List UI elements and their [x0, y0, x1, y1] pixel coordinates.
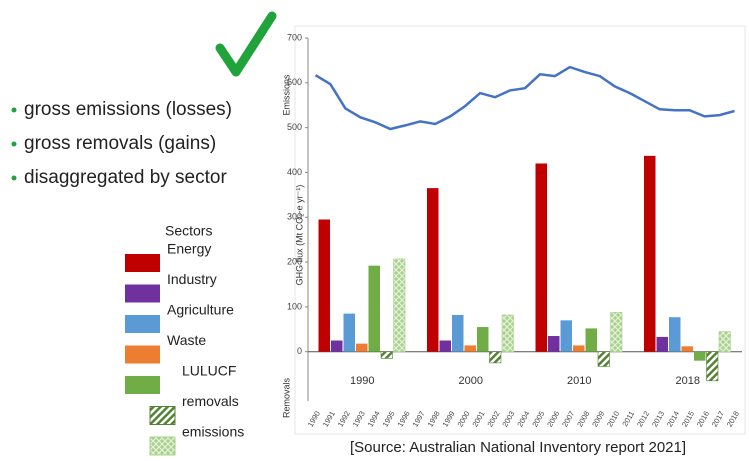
- legend-swatch: [125, 345, 160, 364]
- legend-label: Industry: [167, 271, 217, 287]
- category-label: 2010: [567, 375, 591, 387]
- legend-swatch: [125, 315, 160, 333]
- legend-label: Energy: [167, 241, 211, 257]
- bar: [560, 320, 572, 352]
- x-tick-label: 2017: [710, 409, 726, 428]
- y-tick-label: 200: [287, 256, 302, 266]
- x-tick-label: 2012: [635, 409, 651, 428]
- category-label: 2018: [676, 375, 700, 387]
- bar: [452, 314, 464, 352]
- bar: [356, 343, 368, 352]
- bar: [501, 314, 514, 353]
- bullet-text: gross emissions (losses): [24, 99, 232, 120]
- bar: [644, 155, 656, 352]
- bar: [573, 345, 585, 352]
- bar: [439, 340, 451, 352]
- check-mark: [215, 11, 277, 77]
- x-tick-label: 2013: [650, 409, 666, 428]
- upper-label: Emissions: [281, 74, 291, 116]
- bar: [548, 336, 560, 352]
- legend-label: LULUCF: [182, 363, 236, 379]
- bullet-text: gross removals (gains): [24, 133, 216, 154]
- legend-swatch: [125, 376, 160, 394]
- bar: [318, 219, 330, 352]
- x-tick-label: 1997: [411, 409, 427, 428]
- x-tick-label: 2011: [620, 409, 636, 427]
- bar: [368, 265, 380, 352]
- legend-title: Sectors: [165, 223, 212, 239]
- x-tick-label: 2004: [515, 409, 531, 428]
- legend-label: emissions: [182, 424, 244, 440]
- legend-swatch: [149, 436, 176, 456]
- bar: [331, 340, 343, 352]
- bar: [343, 313, 355, 352]
- x-tick-label: 1992: [336, 409, 352, 428]
- x-tick-label: 1999: [440, 409, 456, 428]
- x-tick-label: 2005: [530, 409, 546, 428]
- x-tick-label: 2002: [485, 409, 501, 428]
- y-tick-label: 600: [287, 77, 302, 87]
- bullet-text: disaggregated by sector: [24, 167, 227, 188]
- y-tick-label: 100: [287, 301, 302, 311]
- emissions-line: [314, 65, 735, 131]
- legend-label: Agriculture: [167, 302, 234, 318]
- x-tick-label: 1996: [396, 409, 412, 428]
- y-tick-label: 0: [297, 346, 302, 356]
- category-label: 1990: [350, 375, 374, 387]
- y-tick-label: 500: [287, 122, 302, 132]
- y-tick-label: 700: [287, 32, 302, 42]
- y-axis-label: GHG flux (Mt CO₂-e yr⁻¹): [294, 185, 304, 286]
- legend-swatch: [149, 406, 176, 425]
- bar: [489, 351, 502, 364]
- bar: [535, 163, 547, 352]
- x-tick-label: 1990: [306, 409, 322, 428]
- bar: [610, 311, 623, 353]
- x-tick-label: 1991: [321, 409, 337, 428]
- bar: [706, 351, 719, 382]
- bar: [656, 336, 668, 352]
- x-tick-label: 2016: [695, 409, 711, 428]
- bullet-dot: [11, 141, 17, 147]
- bullet-dot: [11, 175, 17, 181]
- x-tick-label: 2010: [605, 409, 621, 428]
- x-tick-label: 2006: [545, 409, 561, 428]
- x-tick-label: 2018: [725, 409, 741, 428]
- bar: [427, 188, 439, 352]
- legend-label: removals: [182, 393, 239, 409]
- bar: [393, 258, 406, 353]
- bar: [380, 351, 393, 359]
- x-tick-label: 2007: [560, 409, 576, 428]
- x-tick-label: 2015: [680, 409, 696, 428]
- bar: [681, 346, 693, 352]
- y-tick-label: 400: [287, 167, 302, 177]
- bar: [585, 328, 597, 352]
- x-tick-label: 1993: [351, 409, 367, 428]
- x-tick-label: 2009: [590, 409, 606, 428]
- x-tick-label: 1998: [426, 409, 442, 428]
- x-tick-label: 2014: [665, 409, 681, 428]
- bullet-dot: [11, 107, 17, 113]
- x-tick-label: 2001: [470, 409, 486, 428]
- legend-label: Waste: [167, 332, 206, 348]
- bar: [694, 351, 706, 361]
- category-label: 2000: [459, 375, 483, 387]
- bar: [477, 327, 489, 352]
- bar: [597, 351, 610, 367]
- legend-swatch: [125, 284, 160, 303]
- legend-swatch: [125, 254, 160, 272]
- bar: [669, 317, 681, 352]
- y-tick-label: 300: [287, 212, 302, 222]
- bar: [718, 331, 731, 353]
- lower-label: Removals: [281, 377, 291, 418]
- x-tick-label: 2003: [500, 409, 516, 428]
- chart-frame: [294, 25, 746, 435]
- x-tick-label: 2000: [455, 409, 471, 428]
- x-tick-label: 1994: [366, 409, 382, 428]
- bar: [464, 345, 476, 352]
- x-tick-label: 1995: [381, 409, 397, 428]
- x-tick-label: 2008: [575, 409, 591, 428]
- source: [Source: Australian National Inventory r…: [350, 439, 686, 456]
